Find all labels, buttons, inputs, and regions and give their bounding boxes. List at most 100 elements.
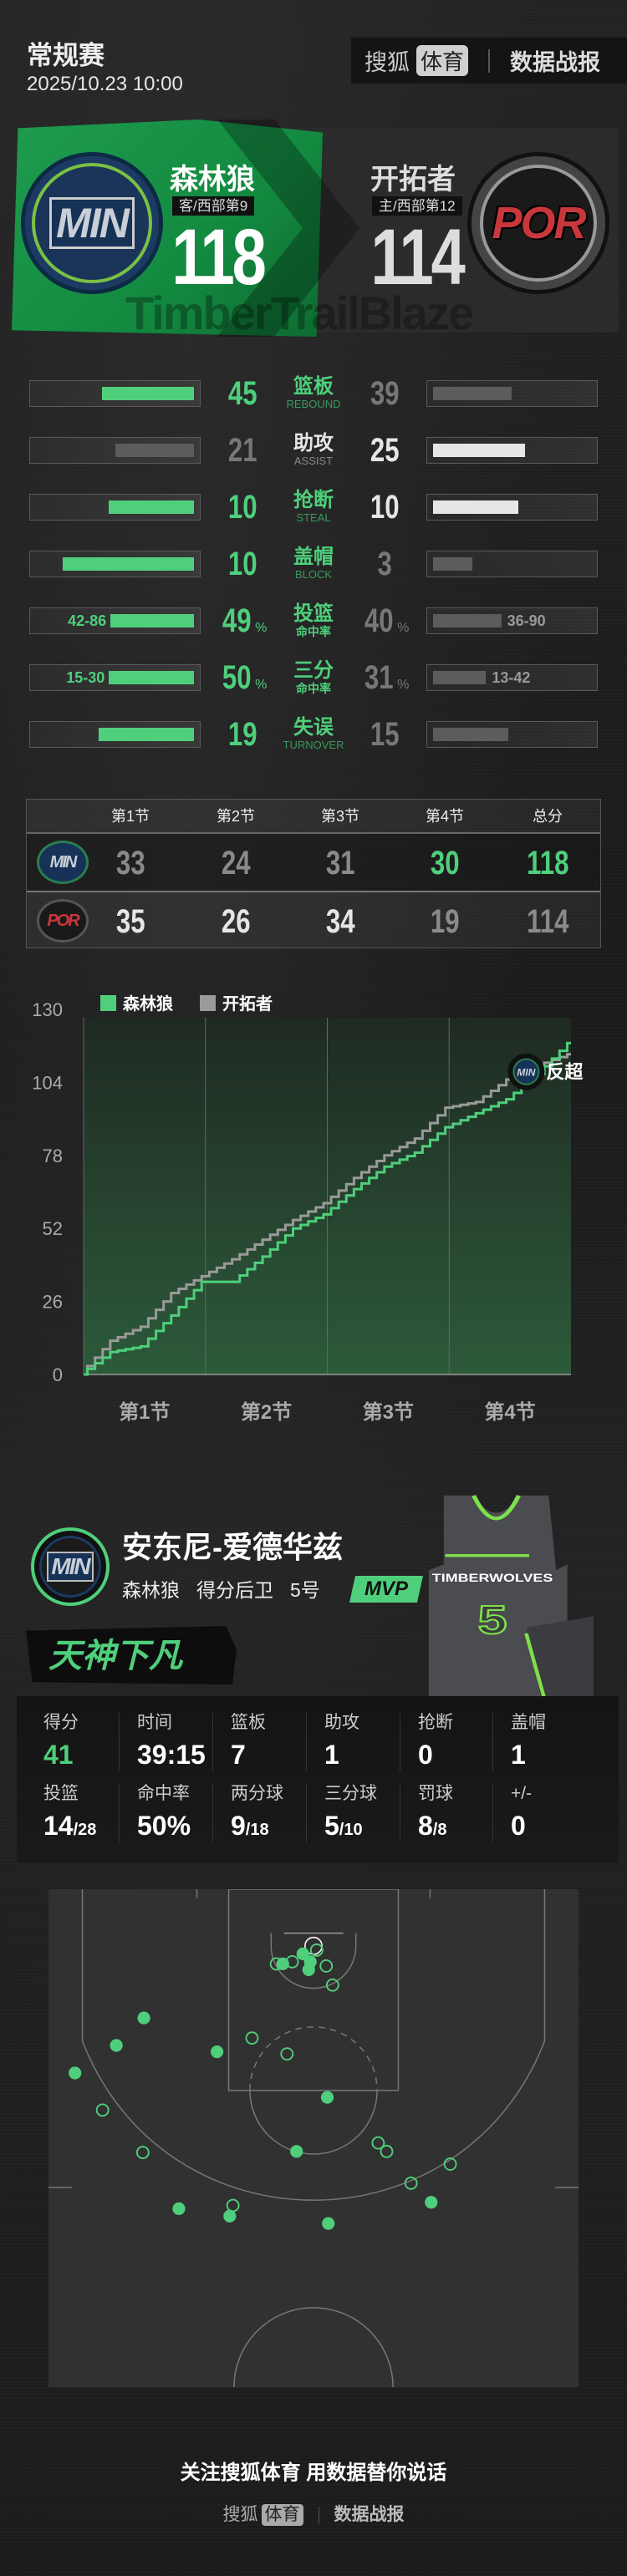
shot-missed — [319, 1959, 334, 1973]
player-team: 森林狼 — [122, 1579, 180, 1601]
footer-brand-sohu: 搜狐 — [222, 2505, 258, 2524]
away-stat-bar-fill — [62, 557, 194, 571]
team-logo-text: POR — [47, 912, 79, 930]
y-tick-label: 26 — [43, 1292, 63, 1313]
stat-label: 助攻 ASSIST — [280, 432, 347, 467]
shot-missed — [280, 2047, 294, 2061]
home-stat-bar — [426, 437, 598, 464]
home-stat-value: 15 — [351, 718, 418, 751]
quarter-score: 118 — [506, 846, 589, 880]
stat-divider — [492, 1784, 493, 1842]
shot-missed — [309, 1943, 324, 1957]
shot-missed — [245, 2031, 259, 2045]
home-stat-value: 10 — [351, 489, 418, 526]
lead-change-label: 反超 — [546, 1062, 584, 1083]
x-tick-label: 第4节 — [484, 1400, 535, 1424]
home-stat-bar — [426, 551, 598, 577]
player-stat-label: 两分球 — [231, 1784, 283, 1803]
player-stat-number: 1 — [511, 1740, 526, 1770]
home-stat-bar-fill — [433, 728, 509, 741]
stat-label-sub: 命中率 — [296, 682, 331, 695]
free-throw-circle-bottom — [249, 2090, 378, 2155]
stat-divider — [119, 1784, 120, 1842]
stat-label-en: BLOCK — [294, 568, 333, 581]
jersey-text: TIMBERWOLVES — [432, 1573, 553, 1585]
shot-made — [137, 2011, 150, 2025]
home-stat-number: 10 — [370, 489, 400, 526]
player-stat-number: 41 — [43, 1740, 74, 1770]
away-stat-bar-fill — [109, 671, 194, 684]
x-tick-label: 第3节 — [363, 1400, 414, 1424]
footer-slogan: 关注搜狐体育 用数据替你说话 — [180, 2462, 447, 2484]
stat-row: 15-30 13-42 50% 31% 三分 命中率 — [0, 659, 627, 701]
quarter-score: 31 — [298, 846, 382, 880]
quarter-score: 24 — [194, 846, 278, 880]
min-logo-icon — [512, 1058, 540, 1085]
player-stat-number: 1 — [324, 1740, 339, 1770]
jersey-collar — [472, 1495, 521, 1521]
player-stat-value: 7 — [231, 1740, 246, 1770]
player-stat-label: 罚球 — [418, 1784, 453, 1803]
stat-divider — [306, 1784, 307, 1842]
stat-label-en: STEAL — [296, 511, 331, 524]
quarter-score-value: 31 — [325, 845, 355, 882]
away-stat-number: 50 — [222, 659, 252, 696]
quarter-header: 第4节 — [425, 808, 464, 825]
player-stat-value: 50% — [137, 1811, 191, 1841]
away-stat-value: 50% — [209, 659, 276, 696]
team-logo-min: MIN — [37, 841, 89, 884]
stat-row: 21 25 助攻 ASSIST — [0, 432, 627, 474]
player-jersey: TIMBERWOLVES 5 — [428, 1495, 594, 1717]
player-stat-sub: /10 — [339, 1821, 363, 1839]
quarter-score-value: 30 — [430, 845, 460, 882]
quarter-score-value: 19 — [430, 903, 460, 940]
footer-brand: 搜狐 体育 数据战报 — [0, 2504, 627, 2526]
quarter-header: 第2节 — [216, 808, 255, 825]
player-stat-label: 投篮 — [43, 1784, 79, 1803]
player-stat-label: +/- — [511, 1784, 533, 1803]
away-stat-number: 19 — [227, 716, 257, 753]
brand-report: 数据战报 — [510, 50, 601, 75]
player-stat-label: 抢断 — [418, 1713, 453, 1732]
stat-label: 三分 命中率 — [280, 659, 347, 695]
player-stat-value: 0 — [418, 1740, 433, 1770]
lead-change-team: MIN — [517, 1067, 535, 1079]
legend-swatch — [100, 995, 116, 1011]
home-stat-value: 39 — [351, 377, 418, 410]
quarter-score-value: 24 — [221, 845, 251, 882]
y-tick-label: 78 — [43, 1146, 63, 1166]
away-team-logo: MIN — [21, 152, 163, 294]
player-stat-number: 7 — [231, 1740, 246, 1770]
shot-made — [210, 2045, 224, 2059]
unit: % — [255, 678, 268, 692]
player-stat-value: 0 — [511, 1811, 526, 1841]
shot-missed — [135, 2146, 150, 2160]
home-team-score: 114 — [358, 213, 466, 302]
game-type: 常规赛 — [27, 41, 104, 70]
quarter-header: 第1节 — [110, 808, 150, 825]
footer-brand-sports: 体育 — [261, 2504, 303, 2526]
shot-made — [69, 2066, 82, 2080]
center-circle — [233, 2307, 394, 2387]
home-stat-number: 3 — [377, 546, 392, 582]
shot-made — [302, 1963, 315, 1976]
home-team-logo: POR — [467, 152, 609, 294]
player-stats-bg — [17, 1696, 619, 1863]
away-stat-detail: 15-30 — [66, 669, 105, 686]
player-stat-value: 14/28 — [43, 1811, 96, 1845]
away-team-rank: 客/西部第9 — [172, 196, 255, 216]
restricted-area — [270, 1933, 357, 1989]
brand-sohu: 搜狐 — [364, 50, 410, 75]
player-stat-sub: /28 — [73, 1821, 97, 1839]
away-stat-bar: 15-30 — [29, 664, 201, 691]
player-stat-number: 0 — [418, 1740, 433, 1770]
player-stat-value: 9/18 — [231, 1811, 269, 1845]
player-stat-label: 篮板 — [231, 1713, 266, 1732]
player-info: 森林狼 得分后卫 5号 — [122, 1579, 320, 1601]
home-score-value: 114 — [370, 213, 466, 302]
stat-label-en: REBOUND — [286, 398, 341, 410]
stat-row: 45 39 篮板 REBOUND — [0, 375, 627, 417]
stat-label-cn: 篮板 — [293, 375, 334, 398]
player-stat-value: 41 — [43, 1740, 74, 1770]
stat-label: 抢断 STEAL — [280, 489, 347, 524]
